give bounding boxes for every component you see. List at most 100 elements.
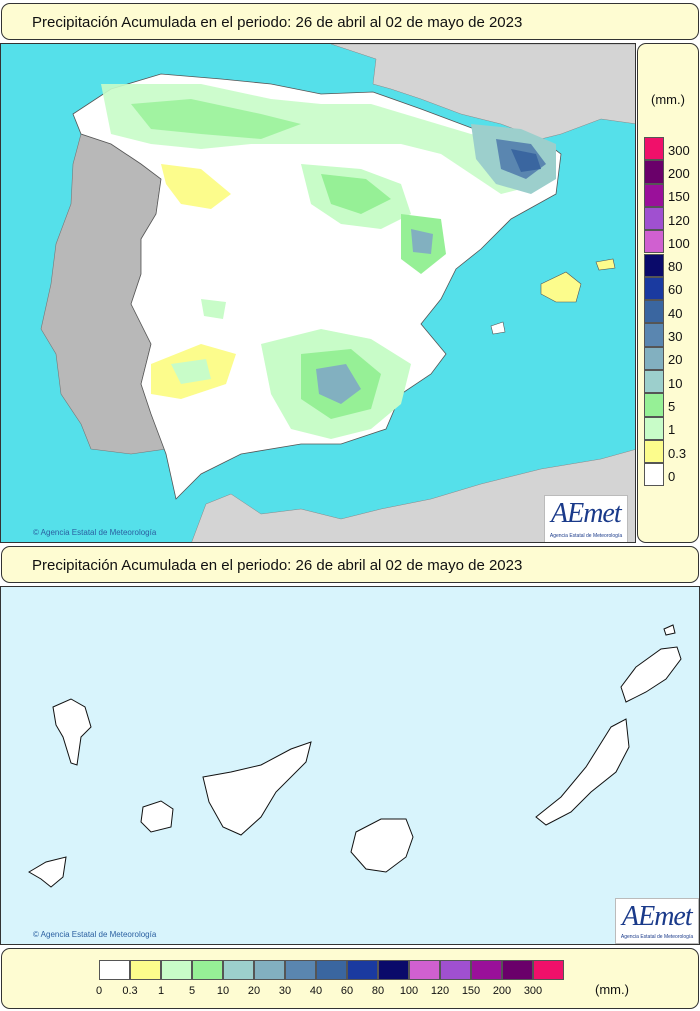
horizontal-legend-swatch xyxy=(161,960,192,980)
gran-canaria-island xyxy=(350,818,414,873)
horizontal-legend-swatch xyxy=(502,960,533,980)
precip-yellow-belt xyxy=(161,164,231,209)
horizontal-legend-label: 150 xyxy=(461,985,481,997)
vertical-legend-label: 300 xyxy=(668,142,690,158)
mallorca-land xyxy=(540,271,582,303)
vertical-legend-label: 80 xyxy=(668,259,683,275)
horizontal-legend-swatch xyxy=(285,960,316,980)
peninsula-aemet-logo: AEmet Agencia Estatal de Meteorología xyxy=(544,495,628,542)
horizontal-legend-label: 300 xyxy=(523,985,543,997)
precip-west-core xyxy=(171,359,211,384)
vertical-legend-swatch xyxy=(644,183,664,207)
vertical-legend-swatch xyxy=(644,439,664,464)
vertical-legend-swatch xyxy=(644,463,664,487)
vertical-legend-label: 150 xyxy=(668,189,690,205)
horizontal-legend-swatch xyxy=(409,960,440,980)
horizontal-legend-swatch xyxy=(471,960,502,980)
horizontal-legend-swatch xyxy=(130,960,161,980)
horizontal-legend-label: 100 xyxy=(399,985,419,997)
lanzarote-island xyxy=(620,646,682,703)
precip-valencia-core xyxy=(411,229,433,254)
horizontal-legend-label: 120 xyxy=(430,985,450,997)
vertical-legend-label: 100 xyxy=(668,235,690,251)
vertical-legend-swatch xyxy=(644,276,664,301)
fuerteventura-island xyxy=(535,718,630,826)
vertical-legend-label: 40 xyxy=(668,305,683,321)
vertical-legend-swatch xyxy=(644,346,664,370)
peninsula-title: Precipitación Acumulada en el periodo: 2… xyxy=(32,14,523,31)
el-hierro-island xyxy=(28,856,67,888)
vertical-legend-swatch xyxy=(644,206,664,231)
precip-south-core xyxy=(316,364,361,404)
horizontal-legend-label: 10 xyxy=(216,985,230,997)
canarias-map: © Agencia Estatal de Meteorología AEmet … xyxy=(0,586,700,945)
peninsula-logo-word: AEmet xyxy=(551,498,622,529)
vertical-legend-swatch xyxy=(644,393,664,417)
vertical-legend-swatch xyxy=(644,323,664,347)
horizontal-legend-swatch xyxy=(440,960,471,980)
horizontal-legend-label: 30 xyxy=(278,985,292,997)
horizontal-legend-label: 40 xyxy=(309,985,323,997)
la-gomera-island xyxy=(140,800,174,833)
peninsula-map-svg xyxy=(40,44,635,542)
vertical-legend: (mm.) 300 200 150 120 100 80 60 40 30 20 10 5 1 0.3 0 xyxy=(637,43,699,543)
horizontal-legend-label: 20 xyxy=(247,985,261,997)
canarias-logo-sub: Agencia Estatal de Meteorología xyxy=(620,934,694,940)
la-graciosa-island xyxy=(663,624,676,636)
horizontal-legend-swatch xyxy=(192,960,223,980)
horizontal-legend-label: 60 xyxy=(340,985,354,997)
vertical-legend-swatch xyxy=(644,416,664,440)
horizontal-legend-label: 0.3 xyxy=(122,985,138,997)
peninsula-copyright: © Agencia Estatal de Meteorología xyxy=(33,528,157,537)
canarias-map-svg xyxy=(28,624,682,888)
horizontal-legend-label: 5 xyxy=(188,985,196,997)
precip-centre-spot xyxy=(201,299,226,319)
vertical-legend-swatch xyxy=(644,370,664,394)
horizontal-legend-swatch xyxy=(347,960,378,980)
horizontal-legend-swatch xyxy=(99,960,130,980)
canarias-aemet-logo: AEmet Agencia Estatal de Meteorología xyxy=(615,898,699,944)
precip-north-edge xyxy=(131,99,301,139)
vertical-legend-label: 30 xyxy=(668,329,683,345)
vertical-legend-swatch xyxy=(644,300,664,324)
horizontal-legend-label: 200 xyxy=(492,985,512,997)
horizontal-legend-unit: (mm.) xyxy=(595,982,629,997)
horizontal-legend-swatch xyxy=(316,960,347,980)
horizontal-legend-swatch xyxy=(533,960,564,980)
vertical-legend-swatch xyxy=(644,230,664,254)
canarias-title-box: Precipitación Acumulada en el periodo: 2… xyxy=(1,546,699,583)
vertical-legend-label: 200 xyxy=(668,165,690,181)
vertical-legend-label: 0.3 xyxy=(668,445,687,461)
vertical-legend-swatch xyxy=(644,160,664,184)
horizontal-legend-label: 80 xyxy=(371,985,385,997)
vertical-legend-label: 120 xyxy=(668,212,690,228)
horizontal-legend: 0 0.3 1 5 10 20 30 40 60 80 100 120 150 200 300 (mm.) xyxy=(1,948,699,1009)
vertical-legend-label: 60 xyxy=(668,282,683,298)
tenerife-island xyxy=(202,741,312,836)
canarias-title: Precipitación Acumulada en el periodo: 2… xyxy=(32,557,523,574)
precip-ebro-core xyxy=(321,174,391,214)
canarias-logo-word: AEmet xyxy=(622,901,693,932)
peninsula-map: © Agencia Estatal de Meteorología AEmet … xyxy=(0,43,636,543)
precip-catalonia-max xyxy=(511,149,541,172)
horizontal-legend-swatch xyxy=(378,960,409,980)
la-palma-island xyxy=(52,698,92,766)
vertical-legend-unit: (mm.) xyxy=(651,92,685,107)
france-land xyxy=(330,44,635,140)
vertical-legend-swatch xyxy=(644,253,664,277)
horizontal-legend-label: 1 xyxy=(157,985,165,997)
canarias-copyright: © Agencia Estatal de Meteorología xyxy=(33,930,157,939)
vertical-legend-label: 1 xyxy=(668,422,676,438)
peninsula-title-box: Precipitación Acumulada en el periodo: 2… xyxy=(1,3,699,40)
horizontal-legend-swatch xyxy=(254,960,285,980)
menorca-land xyxy=(595,258,616,271)
vertical-legend-label: 5 xyxy=(668,398,676,414)
vertical-legend-label: 10 xyxy=(668,375,683,391)
ibiza-land xyxy=(490,321,506,335)
vertical-legend-label: 20 xyxy=(668,352,683,368)
horizontal-legend-label: 0 xyxy=(95,985,103,997)
vertical-legend-label: 0 xyxy=(668,468,676,484)
africa-land xyxy=(191,449,635,542)
peninsula-logo-sub: Agencia Estatal de Meteorología xyxy=(549,533,623,539)
horizontal-legend-swatch xyxy=(223,960,254,980)
